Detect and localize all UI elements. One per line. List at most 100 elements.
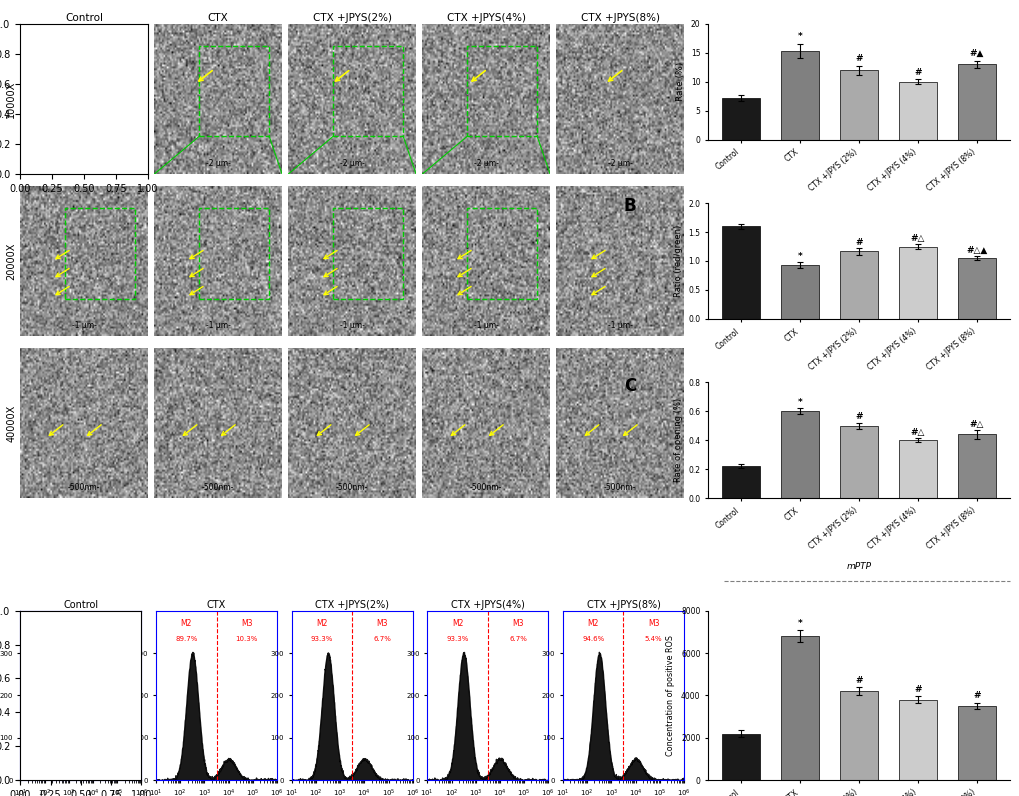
- Bar: [957, 706, 996, 780]
- Bar: [721, 98, 759, 139]
- Text: -500nm-: -500nm-: [68, 483, 100, 492]
- Text: M2: M2: [451, 619, 463, 628]
- Text: 6.7%: 6.7%: [508, 636, 527, 642]
- Bar: [199, 46, 269, 136]
- Text: -2 μm-: -2 μm-: [473, 159, 498, 168]
- Bar: [898, 247, 936, 319]
- Text: 5.4%: 5.4%: [644, 636, 662, 642]
- Bar: [898, 82, 936, 139]
- Bar: [839, 426, 877, 498]
- Bar: [781, 412, 818, 498]
- Title: CTX +JPYS(2%): CTX +JPYS(2%): [315, 600, 389, 610]
- Title: CTX +JPYS(8%): CTX +JPYS(8%): [586, 600, 659, 610]
- Y-axis label: Concentration of positive ROS: Concentration of positive ROS: [665, 635, 675, 756]
- Title: CTX: CTX: [207, 600, 226, 610]
- Bar: [781, 636, 818, 780]
- Bar: [721, 226, 759, 319]
- Text: #△: #△: [910, 234, 924, 243]
- Bar: [781, 265, 818, 319]
- Bar: [898, 700, 936, 780]
- Text: M2: M2: [45, 619, 56, 628]
- Text: -500nm-: -500nm-: [470, 483, 502, 492]
- Y-axis label: 20000X: 20000X: [6, 242, 16, 279]
- Text: #: #: [854, 412, 862, 421]
- Text: B: B: [623, 197, 636, 216]
- Text: -2 μm-: -2 μm-: [339, 159, 364, 168]
- Text: *: *: [797, 252, 802, 261]
- Y-axis label: Rate of opening (%): Rate of opening (%): [674, 398, 682, 482]
- Text: 94.6%: 94.6%: [582, 636, 603, 642]
- Bar: [957, 64, 996, 139]
- Text: M3: M3: [512, 619, 524, 628]
- Text: 6.7%: 6.7%: [373, 636, 391, 642]
- Text: #△▲: #△▲: [965, 246, 986, 255]
- Text: M2: M2: [587, 619, 598, 628]
- Title: CTX: CTX: [208, 13, 228, 23]
- Text: Percentage of damaged mitochondrian: Percentage of damaged mitochondrian: [776, 203, 940, 213]
- Title: CTX +JPYS(4%): CTX +JPYS(4%): [446, 13, 525, 23]
- Text: M2: M2: [180, 619, 192, 628]
- Text: #: #: [854, 237, 862, 247]
- Bar: [467, 46, 537, 136]
- Bar: [839, 691, 877, 780]
- Text: -1 μm-: -1 μm-: [473, 321, 498, 330]
- Bar: [721, 466, 759, 498]
- Title: CTX +JPYS(2%): CTX +JPYS(2%): [313, 13, 391, 23]
- Text: 10.3%: 10.3%: [235, 636, 258, 642]
- Text: -500nm-: -500nm-: [603, 483, 636, 492]
- Text: M3: M3: [105, 619, 117, 628]
- Text: C: C: [623, 377, 635, 395]
- Bar: [957, 258, 996, 319]
- Bar: [839, 252, 877, 319]
- Title: Control: Control: [63, 600, 99, 610]
- Text: -2 μm-: -2 μm-: [71, 159, 97, 168]
- Text: M3: M3: [647, 619, 659, 628]
- Text: *: *: [797, 398, 802, 407]
- Text: #▲: #▲: [969, 49, 983, 58]
- Text: #: #: [972, 692, 979, 700]
- Text: #△: #△: [910, 427, 924, 437]
- Text: 93.3%: 93.3%: [311, 636, 333, 642]
- Text: #△: #△: [969, 419, 983, 429]
- Text: MMP: MMP: [848, 382, 868, 392]
- Text: M3: M3: [240, 619, 253, 628]
- Text: M2: M2: [316, 619, 327, 628]
- Text: 10.3%: 10.3%: [100, 636, 122, 642]
- Text: -1 μm-: -1 μm-: [339, 321, 364, 330]
- Text: -2 μm-: -2 μm-: [206, 159, 230, 168]
- Bar: [781, 51, 818, 139]
- Bar: [839, 70, 877, 139]
- Text: 89.7%: 89.7%: [175, 636, 198, 642]
- Bar: [333, 209, 403, 298]
- Bar: [721, 733, 759, 780]
- Title: Control: Control: [65, 13, 103, 23]
- Bar: [199, 209, 269, 298]
- Bar: [898, 440, 936, 498]
- Bar: [957, 435, 996, 498]
- Text: *: *: [797, 32, 802, 41]
- Bar: [65, 46, 136, 136]
- Text: -2 μm-: -2 μm-: [607, 159, 632, 168]
- Bar: [467, 209, 537, 298]
- Text: -1 μm-: -1 μm-: [206, 321, 230, 330]
- Y-axis label: 40000X: 40000X: [6, 404, 16, 442]
- Text: #: #: [913, 685, 921, 693]
- Text: -1 μm-: -1 μm-: [607, 321, 632, 330]
- Text: M3: M3: [376, 619, 388, 628]
- Bar: [65, 209, 136, 298]
- Y-axis label: Ratio (red/green): Ratio (red/green): [674, 224, 682, 297]
- Text: *: *: [797, 618, 802, 628]
- Y-axis label: 10000X: 10000X: [6, 80, 16, 118]
- Text: #: #: [854, 676, 862, 685]
- Text: mPTP: mPTP: [846, 562, 870, 571]
- Title: CTX +JPYS(8%): CTX +JPYS(8%): [580, 13, 659, 23]
- Title: CTX +JPYS(4%): CTX +JPYS(4%): [450, 600, 524, 610]
- Text: -1 μm-: -1 μm-: [71, 321, 97, 330]
- Text: #: #: [913, 68, 921, 76]
- Text: #: #: [854, 53, 862, 63]
- Text: 89.7%: 89.7%: [40, 636, 62, 642]
- Text: 93.3%: 93.3%: [446, 636, 469, 642]
- Y-axis label: Rate (%): Rate (%): [676, 62, 685, 101]
- Text: -500nm-: -500nm-: [202, 483, 234, 492]
- Bar: [333, 46, 403, 136]
